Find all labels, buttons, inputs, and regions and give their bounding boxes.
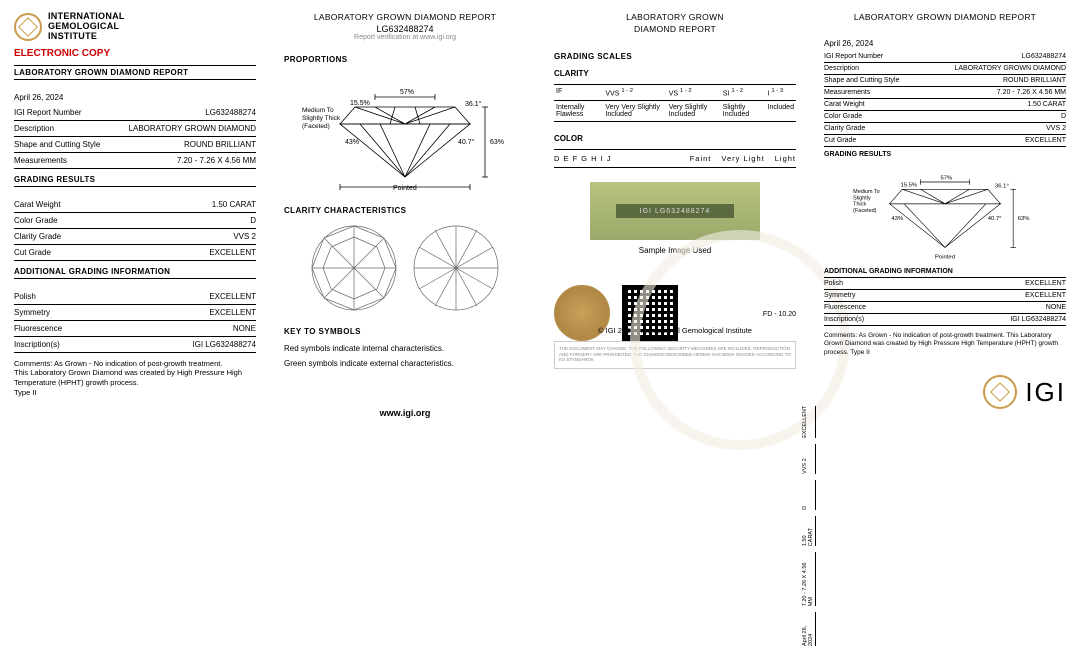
girdle-l3: (Faceted)	[302, 123, 330, 130]
color-scale-row: D E F G H I J Faint Very Light Light	[554, 149, 796, 168]
svg-text:Slightly: Slightly	[853, 195, 871, 201]
p4-additional: ADDITIONAL GRADING INFORMATION	[824, 268, 1066, 278]
svg-text:Pointed: Pointed	[935, 254, 955, 260]
p4-diamond-diagram: 57% 36.1° 15.5% Medium To Slightly Thick…	[824, 162, 1066, 262]
row-shape: Shape and Cutting StyleROUND BRILLIANT	[14, 137, 256, 153]
org-l3: INSTITUTE	[48, 32, 125, 42]
svg-text:40.7°: 40.7°	[988, 216, 1002, 222]
p3-title2: DIAMOND REPORT	[554, 24, 796, 34]
rotated-summary: April 26, 2024 7.20 - 7.26 X 4.56 MM 1.5…	[801, 406, 816, 646]
svg-text:63%: 63%	[1018, 216, 1031, 222]
p2-number: LG632488274	[284, 24, 526, 34]
svg-text:Thick: Thick	[853, 202, 866, 208]
p4-fluorescence: FluorescenceNONE	[824, 302, 1066, 314]
p4-shape: Shape and Cutting StyleROUND BRILLIANT	[824, 75, 1066, 87]
clarity-char-title: CLARITY CHARACTERISTICS	[284, 206, 526, 215]
p4-polish: PolishEXCELLENT	[824, 278, 1066, 290]
diamond-profile-diagram: 57% 36.1° 15.5% Medium To Slightly Thick…	[284, 72, 526, 192]
girdle-l1: Medium To	[302, 107, 334, 114]
row-fluorescence: FluorescenceNONE	[14, 321, 256, 337]
svg-text:36.1°: 36.1°	[995, 183, 1009, 189]
p2-title: LABORATORY GROWN DIAMOND REPORT	[284, 12, 526, 22]
svg-text:15.5%: 15.5%	[900, 183, 917, 189]
panel-summary: LABORATORY GROWN DIAMOND REPORT April 26…	[810, 0, 1080, 656]
dim-pointed: Pointed	[393, 185, 417, 192]
p4-description: DescriptionLABORATORY GROWN DIAMOND	[824, 63, 1066, 75]
row-carat: Carat Weight1.50 CARAT	[14, 197, 256, 213]
clarity-bottom-view-icon	[411, 223, 501, 313]
p4-inscription: Inscription(s)IGI LG632488274	[824, 314, 1066, 326]
row-cut: Cut GradeEXCELLENT	[14, 245, 256, 261]
p4-title: LABORATORY GROWN DIAMOND REPORT	[824, 12, 1066, 22]
color-scale-title: COLOR	[554, 134, 796, 143]
dim-table: 57%	[400, 89, 414, 96]
clarity-top-view-icon	[309, 223, 399, 313]
row-description: DescriptionLABORATORY GROWN DIAMOND	[14, 121, 256, 137]
svg-text:57%: 57%	[940, 175, 953, 181]
comments-block: Comments: As Grown - No indication of po…	[14, 359, 256, 398]
row-report-number: IGI Report NumberLG632488274	[14, 105, 256, 121]
clarity-scale-title: CLARITY	[554, 69, 796, 78]
p4-measurements: Measurements7.20 - 7.26 X 4.56 MM	[824, 87, 1066, 99]
grading-results-bar: GRADING RESULTS	[14, 173, 256, 187]
panel-scales: LABORATORY GROWN DIAMOND REPORT GRADING …	[540, 0, 810, 656]
www-igi: www.igi.org	[284, 408, 526, 418]
p4-report-number: IGI Report NumberLG632488274	[824, 51, 1066, 63]
date-row: April 26, 2024	[14, 90, 256, 105]
clarity-diagrams	[284, 223, 526, 313]
row-color: Color GradeD	[14, 213, 256, 229]
row-inscription: Inscription(s)IGI LG632488274	[14, 337, 256, 353]
key-symbols-title: KEY TO SYMBOLS	[284, 327, 526, 336]
row-clarity: Clarity GradeVVS 2	[14, 229, 256, 245]
igi-big-logo-icon	[983, 375, 1017, 409]
report-title-bar: LABORATORY GROWN DIAMOND REPORT	[14, 65, 256, 80]
clarity-scale-table: IF VVS 1 - 2 VS 1 - 2 SI 1 - 2 I 1 - 3 I…	[554, 84, 796, 122]
p4-grading-results: GRADING RESULTS	[824, 151, 1066, 158]
p4-date: April 26, 2024	[824, 36, 1066, 51]
p3-title1: LABORATORY GROWN	[554, 12, 796, 22]
panel-left: INTERNATIONAL GEMOLOGICAL INSTITUTE ELEC…	[0, 0, 270, 656]
p2-verify: Report verification at www.igi.org	[284, 34, 526, 41]
sample-inscription: IGI LG632488274	[616, 204, 734, 218]
igi-big-text: IGI	[1025, 377, 1066, 408]
girdle-l2: Slightly Thick	[302, 115, 341, 122]
row-polish: PolishEXCELLENT	[14, 289, 256, 305]
p4-cut: Cut GradeEXCELLENT	[824, 135, 1066, 147]
p4-clarity: Clarity GradeVVS 2	[824, 123, 1066, 135]
dim-pav-angle: 40.7°	[458, 138, 475, 146]
dim-girdle-thick: 15.5%	[350, 100, 370, 107]
igi-big-logo: IGI	[824, 375, 1066, 409]
igi-logo-icon	[14, 13, 42, 41]
svg-text:Medium To: Medium To	[853, 189, 880, 195]
svg-text:(Faceted): (Faceted)	[853, 208, 876, 214]
grading-scales-title: GRADING SCALES	[554, 52, 796, 61]
additional-bar: ADDITIONAL GRADING INFORMATION	[14, 265, 256, 279]
row-measurements: Measurements7.20 - 7.26 X 4.56 MM	[14, 153, 256, 169]
svg-text:43%: 43%	[891, 216, 904, 222]
key-text-1: Red symbols indicate internal characteri…	[284, 344, 526, 353]
p4-symmetry: SymmetryEXCELLENT	[824, 290, 1066, 302]
row-symmetry: SymmetryEXCELLENT	[14, 305, 256, 321]
p4-carat: Carat Weight1.50 CARAT	[824, 99, 1066, 111]
proportions-title: PROPORTIONS	[284, 55, 526, 64]
igi-logo-block: INTERNATIONAL GEMOLOGICAL INSTITUTE	[14, 12, 256, 42]
dim-pav-depth: 43%	[345, 139, 359, 146]
p4-comments: Comments: As Grown - No indication of po…	[824, 332, 1066, 357]
p4-color: Color GradeD	[824, 111, 1066, 123]
key-text-2: Green symbols indicate external characte…	[284, 359, 526, 368]
panel-proportions: LABORATORY GROWN DIAMOND REPORT LG632488…	[270, 0, 540, 656]
dim-total-depth: 63%	[490, 139, 504, 146]
electronic-copy: ELECTRONIC COPY	[14, 48, 256, 59]
dim-crown-angle: 36.1°	[465, 100, 482, 108]
